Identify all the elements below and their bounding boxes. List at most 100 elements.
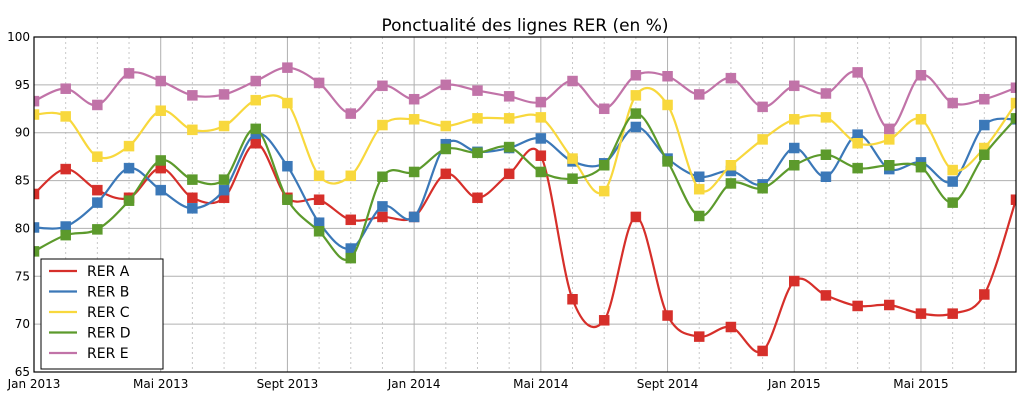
legend-label-rer-b: RER B: [87, 285, 129, 301]
data-point-rer-c: [408, 114, 420, 125]
data-point-rer-c: [598, 185, 610, 197]
data-point-rer-a: [789, 275, 800, 287]
data-point-rer-a: [598, 315, 610, 326]
data-point-rer-d: [725, 178, 737, 189]
data-point-rer-e: [313, 77, 325, 89]
data-point-rer-b: [187, 203, 198, 214]
data-point-rer-a: [852, 300, 863, 312]
data-point-rer-e: [92, 99, 103, 111]
data-point-rer-c: [313, 170, 325, 182]
data-point-rer-e: [440, 79, 452, 91]
data-point-rer-a: [630, 211, 642, 223]
data-point-rer-c: [757, 134, 768, 145]
data-point-rer-e: [250, 75, 261, 87]
series-line-rer-d: [34, 112, 1016, 262]
data-point-rer-e: [155, 75, 166, 87]
data-point-rer-b: [408, 211, 420, 223]
data-point-rer-b: [630, 121, 642, 133]
y-tick-label: 65: [15, 365, 30, 379]
data-point-rer-c: [630, 90, 642, 101]
legend-label-rer-c: RER C: [87, 305, 130, 321]
data-point-rer-c: [377, 119, 388, 131]
data-point-rer-d: [187, 174, 198, 185]
series-line-rer-a: [34, 142, 1016, 354]
data-point-rer-a: [377, 211, 388, 223]
data-point-rer-d: [250, 123, 261, 135]
data-point-rer-c: [92, 151, 103, 162]
data-point-rer-c: [1010, 97, 1016, 109]
y-tick-label: 85: [15, 174, 30, 188]
y-tick-label: 90: [15, 126, 30, 140]
data-point-rer-e: [345, 108, 357, 119]
x-axis: Jan 2013 Mai 2013 Sept 2013 Jan 2014 Mai 201…: [7, 377, 949, 391]
data-point-rer-e: [1010, 82, 1016, 93]
data-point-rer-a: [313, 194, 325, 205]
data-point-rer-d: [408, 166, 420, 178]
data-point-rer-e: [503, 91, 515, 102]
data-point-rer-d: [567, 173, 578, 184]
data-point-rer-e: [662, 70, 673, 82]
data-point-rer-a: [693, 331, 705, 342]
data-point-rer-c: [820, 112, 832, 123]
legend: RER A RER B RER C RER D RER E: [40, 258, 164, 370]
data-point-rer-a: [915, 308, 927, 319]
data-point-rer-a: [757, 345, 768, 357]
data-point-rer-a: [1010, 194, 1016, 205]
data-point-rer-c: [155, 105, 166, 116]
data-point-rer-a: [187, 192, 198, 204]
data-point-rer-c: [218, 120, 230, 132]
data-point-rer-c: [60, 111, 71, 122]
data-point-rer-d: [947, 197, 958, 208]
data-point-rer-e: [979, 93, 990, 105]
data-point-rer-d: [884, 160, 895, 171]
y-tick-label: 95: [15, 78, 30, 92]
series-line-rer-b: [34, 117, 1016, 250]
data-point-rer-e: [598, 103, 610, 115]
data-point-rer-e: [535, 96, 547, 108]
data-point-rer-e: [630, 70, 642, 81]
x-tick-label: Mai 2014: [513, 377, 568, 391]
data-point-rer-d: [218, 174, 230, 185]
x-tick-label: Sept 2014: [637, 377, 699, 391]
series-line-rer-e: [34, 66, 1016, 130]
data-point-rer-c: [884, 134, 895, 145]
data-point-rer-a: [503, 168, 515, 180]
data-point-rer-d: [34, 246, 40, 257]
data-point-rer-c: [34, 109, 40, 120]
data-point-rer-e: [884, 123, 895, 135]
data-point-rer-e: [472, 85, 483, 96]
data-point-rer-b: [535, 133, 547, 144]
data-point-rer-e: [60, 83, 71, 94]
chart-title: Ponctualité des lignes RER (en %): [381, 16, 668, 36]
data-point-rer-c: [662, 99, 673, 111]
data-point-rer-b: [789, 142, 800, 154]
data-point-rer-d: [757, 182, 768, 194]
data-point-rer-c: [123, 140, 135, 152]
data-point-rer-e: [852, 67, 863, 78]
x-tick-label: Jan 2014: [387, 377, 441, 391]
x-tick-label: Jan 2013: [7, 377, 61, 391]
data-point-rer-d: [345, 252, 357, 264]
series-rer-a: [34, 137, 1016, 357]
data-point-rer-d: [852, 162, 863, 174]
data-point-rer-b: [947, 176, 958, 187]
plot-frame: [33, 36, 1017, 373]
data-point-rer-c: [789, 114, 800, 125]
data-point-rer-d: [313, 226, 325, 237]
data-point-rer-c: [567, 153, 578, 164]
data-point-rer-b: [155, 184, 166, 196]
data-point-rer-c: [440, 120, 452, 132]
data-point-rer-e: [218, 89, 230, 100]
data-point-rer-a: [345, 214, 357, 226]
data-point-rer-b: [92, 197, 103, 208]
data-point-rer-e: [693, 89, 705, 100]
data-point-rer-a: [472, 192, 483, 204]
y-tick-label: 75: [15, 269, 30, 283]
data-point-rer-a: [250, 137, 261, 149]
data-point-rer-b: [282, 160, 293, 172]
data-point-rer-e: [915, 70, 927, 81]
data-point-rer-c: [915, 114, 927, 125]
data-point-rer-a: [34, 188, 40, 200]
y-tick-label: 100: [7, 30, 30, 44]
